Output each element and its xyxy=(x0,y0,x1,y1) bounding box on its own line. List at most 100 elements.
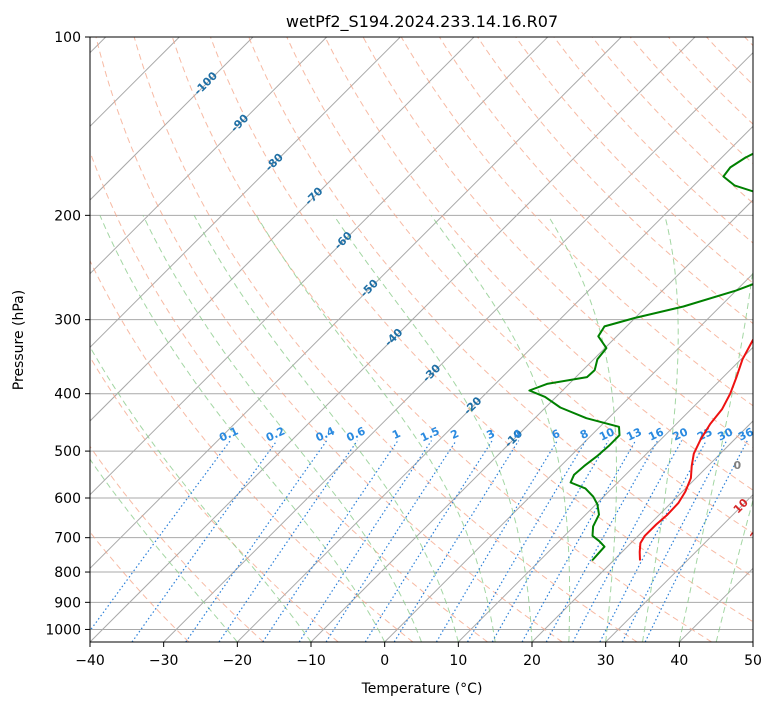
moist-adiabat xyxy=(255,215,496,642)
dewpoint-profile-line xyxy=(528,152,753,562)
isotherm-line xyxy=(90,37,475,422)
isotherm-label: -70 xyxy=(302,184,325,207)
moist-adiabat xyxy=(142,215,422,642)
mixing-ratio-lines xyxy=(90,440,748,642)
mixing-ratio-label: 0.2 xyxy=(264,424,287,444)
moist-adiabat xyxy=(333,215,533,642)
mixing-ratio-label: 3 xyxy=(485,427,497,442)
mixing-ratio-label: 13 xyxy=(624,425,643,443)
mixing-ratio-line xyxy=(185,440,328,642)
y-tick-label: 700 xyxy=(54,531,81,547)
isotherm-line xyxy=(90,37,401,349)
y-tick-label: 100 xyxy=(54,30,81,46)
mixing-ratio-line xyxy=(521,440,637,642)
mixing-ratio-line xyxy=(644,440,748,642)
y-tick-label: 600 xyxy=(54,491,81,507)
dry-adiabat xyxy=(477,37,753,325)
mixing-ratio-label: 10 xyxy=(597,425,617,443)
mixing-ratio-label: 8 xyxy=(578,427,590,442)
dry-adiabat xyxy=(324,37,753,491)
dry-adiabat xyxy=(668,37,753,125)
mixing-ratio-line xyxy=(435,440,558,642)
mixing-ratio-line xyxy=(393,440,520,642)
moist-adiabat xyxy=(193,215,459,642)
isotherm-line xyxy=(90,37,622,570)
isotherm-line xyxy=(752,641,753,642)
isotherm-line xyxy=(236,125,753,642)
y-tick-label: 1000 xyxy=(45,622,81,638)
mixing-ratio-line xyxy=(262,440,399,642)
x-tick-label: 50 xyxy=(744,653,762,669)
isotherm-lines xyxy=(90,37,753,642)
y-tick-label: 500 xyxy=(54,444,81,460)
moist-adiabat xyxy=(99,215,386,642)
moist-adiabat xyxy=(678,265,753,642)
moist-adiabat xyxy=(547,215,617,642)
dry-adiabat-label: 20 xyxy=(748,523,768,543)
dry-adiabat xyxy=(90,445,264,642)
mixing-ratio-line xyxy=(599,440,707,642)
moist-adiabat xyxy=(642,215,679,642)
mixing-ratio-label: 30 xyxy=(716,425,736,443)
mixing-ratio-line xyxy=(298,440,432,642)
dry-adiabat xyxy=(591,37,753,204)
zero-isotherm-label: 0 xyxy=(734,459,742,472)
x-axis-label: Temperature (°C) xyxy=(361,681,483,697)
y-tick-label: 300 xyxy=(54,313,81,329)
y-axis-label: Pressure (hPa) xyxy=(11,290,27,390)
dry-adiabat xyxy=(629,37,753,165)
dry-adiabat-label: 30 xyxy=(756,552,775,572)
dry-adiabat xyxy=(95,37,563,642)
chart-title: wetPf2_S194.2024.233.14.16.R07 xyxy=(286,12,558,32)
temperature-profile-line xyxy=(638,338,753,561)
dry-adiabat xyxy=(90,356,339,642)
sounding-profiles xyxy=(528,152,753,562)
dry-adiabat xyxy=(515,37,753,284)
isotherm-line xyxy=(678,567,753,642)
x-tick-label: −40 xyxy=(75,653,105,669)
dry-adiabat-lines xyxy=(90,37,753,642)
isotherm-line xyxy=(457,346,753,642)
mixing-ratio-line xyxy=(491,440,609,642)
mixing-ratio-line xyxy=(325,440,457,642)
plot-frame xyxy=(89,36,754,643)
dry-adiabat xyxy=(90,150,488,642)
isotherm-line xyxy=(90,37,696,642)
dry-adiabat xyxy=(171,37,712,642)
dry-adiabat xyxy=(90,259,414,642)
isotherm-line xyxy=(310,199,753,642)
x-tick-label: −10 xyxy=(296,653,326,669)
x-tick-label: −30 xyxy=(149,653,179,669)
dry-adiabat xyxy=(210,37,753,623)
isotherm-line xyxy=(163,51,753,642)
moist-adiabat xyxy=(90,345,312,642)
y-tick-label: 900 xyxy=(54,595,81,611)
moist-adiabat xyxy=(90,458,238,642)
y-tick-label: 800 xyxy=(54,565,81,581)
dry-adiabat xyxy=(248,37,753,578)
x-tick-label: 10 xyxy=(449,653,467,669)
mixing-ratio-line xyxy=(364,440,493,642)
dry-adiabat xyxy=(744,37,753,47)
dry-adiabat xyxy=(706,37,753,86)
mixing-ratio-label: 16 xyxy=(646,425,666,443)
x-tick-label: 0 xyxy=(380,653,389,669)
dry-adiabat xyxy=(400,37,753,407)
mixing-ratio-line xyxy=(572,440,683,642)
moist-adiabat-lines xyxy=(90,215,753,642)
y-tick-label: 200 xyxy=(54,208,81,224)
dry-adiabat xyxy=(90,531,190,642)
dry-adiabat xyxy=(133,37,638,642)
dry-adiabat xyxy=(553,37,753,244)
isotherm-line xyxy=(605,493,753,642)
x-axis-ticks: −40 −30 −20 −10 0 10 20 30 40 50 xyxy=(75,642,762,669)
mixing-ratio-line xyxy=(545,440,659,642)
y-axis-ticks: 100 200 300 400 500 600 700 800 900 1000 xyxy=(45,30,90,638)
mixing-ratio-line xyxy=(90,440,231,632)
isotherm-label: -40 xyxy=(382,326,405,349)
dry-adiabat-label: 10 xyxy=(731,496,751,516)
isotherm-line xyxy=(90,37,549,496)
mixing-ratio-line xyxy=(621,440,728,642)
